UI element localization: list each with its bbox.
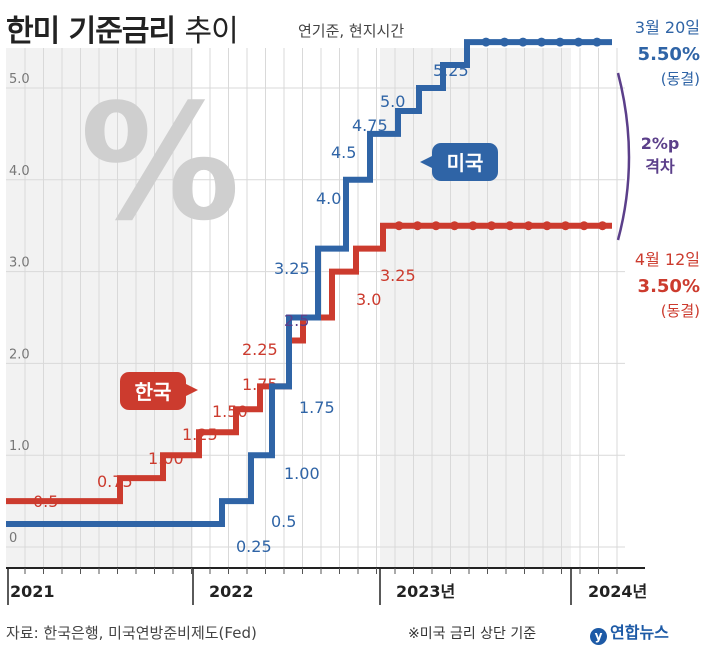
us-line	[6, 39, 612, 528]
korea-dot	[524, 221, 533, 231]
percent-decoration: %	[80, 69, 240, 256]
us-value-label: 0.5	[271, 512, 296, 531]
y-tick-label: 3.0	[9, 256, 30, 271]
korea-dot	[413, 221, 422, 231]
korea-dot	[505, 221, 515, 231]
korea-dot	[468, 221, 478, 231]
y-tick-label: 5.0	[9, 72, 30, 87]
year-band-1	[380, 48, 571, 567]
us-dot	[481, 37, 491, 47]
y-tick-label: 1.0	[9, 439, 30, 454]
korea-end-value: 3.50%	[638, 276, 700, 297]
us-dot	[555, 37, 565, 47]
korea-dot	[394, 221, 404, 231]
korea-tag-pointer	[186, 384, 198, 396]
us-tag-label: 미국	[447, 151, 484, 175]
yonhap-logo: y 연합뉴스	[590, 619, 669, 645]
us-value-label: 5.0	[380, 92, 405, 111]
us-end-status: (동결)	[661, 70, 700, 88]
korea-value-label: 2.25	[242, 340, 278, 359]
korea-value-label: 0.75	[97, 472, 133, 491]
x-year-label: 2021	[10, 582, 55, 601]
us-value-label: 4.5	[331, 143, 356, 162]
gap-value: 2%p	[641, 134, 680, 153]
us-value-label: 3.25	[274, 259, 310, 278]
korea-tag-label: 한국	[135, 380, 172, 404]
y-tick-label: 4.0	[9, 164, 30, 179]
korea-dot	[487, 221, 496, 231]
korea-dot	[598, 221, 607, 231]
us-end-date: 3월 20일	[635, 18, 700, 37]
yonhap-logo-icon: y	[590, 628, 607, 645]
korea-dot	[561, 221, 570, 231]
subtitle: 연기준, 현지시간	[298, 22, 405, 40]
us-value-label: 0.25	[236, 537, 272, 556]
korea-value-label: 3.0	[356, 290, 381, 309]
gap-label: 격차	[645, 157, 675, 176]
gap-bracket	[616, 72, 631, 241]
us-value-label: 4.75	[352, 116, 388, 135]
y-tick-label: 2.0	[9, 347, 30, 362]
us-dot	[500, 37, 509, 47]
korea-value-label: 1.75	[242, 375, 278, 394]
us-dot	[574, 37, 583, 47]
page-title: 한미 기준금리 추이	[6, 14, 239, 49]
korea-dot	[542, 221, 552, 231]
korea-end-date: 4월 12일	[635, 250, 700, 269]
korea-value-label: 1.25	[182, 425, 218, 444]
us-value-label: 1.75	[299, 398, 335, 417]
footnote: ※미국 금리 상단 기준	[408, 626, 537, 642]
x-year-label: 2024년	[588, 582, 647, 601]
korea-value-label: 1.00	[148, 449, 184, 468]
korea-tag	[120, 372, 186, 410]
us-dot	[518, 37, 528, 47]
korea-value-label: 1.50	[212, 402, 248, 421]
us-end-value: 5.50%	[638, 44, 700, 65]
korea-dot	[431, 221, 441, 231]
us-value-label: 2.5	[284, 311, 309, 330]
us-value-label: 4.0	[316, 189, 341, 208]
x-year-label: 2022	[209, 582, 254, 601]
us-value-label: 5.25	[433, 61, 469, 80]
y-tick-label: 0	[9, 531, 17, 546]
korea-end-status: (동결)	[661, 302, 700, 320]
us-value-label: 1.00	[284, 464, 320, 483]
korea-value-label: 3.25	[380, 266, 416, 285]
us-dot	[537, 37, 546, 47]
us-tag-pointer	[420, 156, 432, 168]
us-tag	[432, 143, 498, 181]
source-text: 자료: 한국은행, 미국연방준비제도(Fed)	[6, 624, 257, 642]
x-year-label: 2023년	[396, 582, 455, 601]
korea-dot	[450, 221, 459, 231]
korea-value-label: 0.5	[33, 492, 58, 511]
us-dot	[592, 37, 602, 47]
korea-dot	[579, 221, 589, 231]
